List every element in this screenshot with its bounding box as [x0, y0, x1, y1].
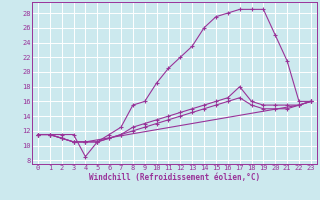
X-axis label: Windchill (Refroidissement éolien,°C): Windchill (Refroidissement éolien,°C): [89, 173, 260, 182]
